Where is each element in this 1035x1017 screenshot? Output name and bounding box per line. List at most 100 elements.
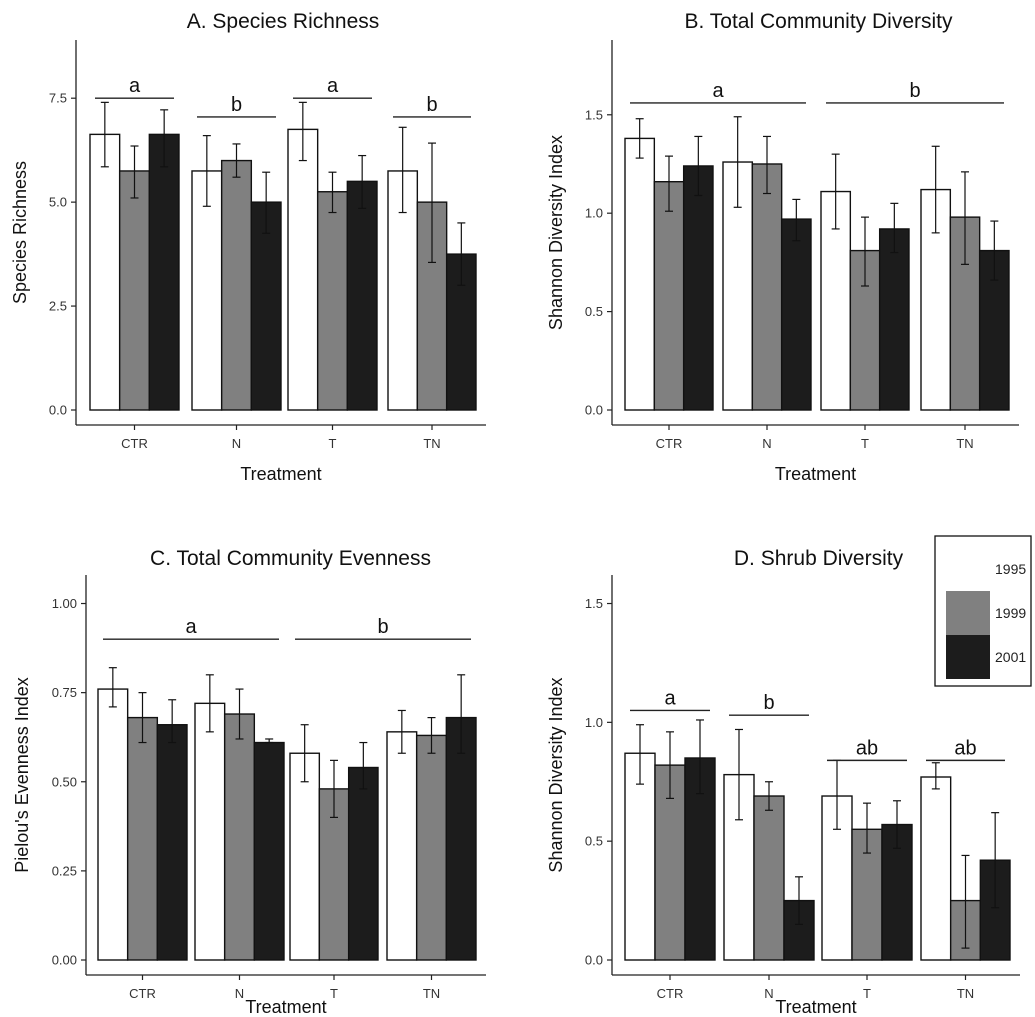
bar-T-2001 [878, 228, 910, 411]
y-axis-title: Pielou's Evenness Index [12, 677, 32, 873]
bar-T-1995 [289, 752, 321, 961]
bar-CTR-1999 [118, 170, 151, 411]
y-tick-label: 0.0 [49, 403, 67, 418]
bar-CTR-1999 [653, 181, 685, 411]
legend-label-1995: 1995 [995, 561, 1026, 577]
chart-title: C. Total Community Evenness [150, 547, 431, 570]
bar-T-2001 [346, 180, 378, 411]
x-axis-title: Treatment [775, 464, 856, 484]
y-tick-label: 0.50 [52, 774, 77, 789]
legend-key-1995 [946, 547, 990, 591]
bar-CTR-2001 [156, 724, 188, 961]
bar-N-1999 [220, 159, 253, 411]
bar-N-1995 [191, 170, 223, 411]
bar-T-1999 [316, 191, 349, 411]
significance-letter: b [909, 80, 920, 102]
bar-N-1999 [223, 713, 256, 961]
y-axis-title: Shannon Diversity Index [546, 677, 566, 872]
y-tick-label: 1.5 [585, 596, 603, 611]
x-tick-label-TN: TN [956, 436, 973, 451]
x-tick-label-N: N [764, 986, 773, 1001]
bar-CTR-1995 [624, 752, 656, 961]
bar-CTR-1995 [89, 133, 121, 411]
y-tick-label: 1.0 [585, 206, 603, 221]
x-tick-label-T: T [329, 436, 337, 451]
bar-CTR-2001 [148, 133, 180, 411]
chart-panels: A. Species Richness 0.0 2.5 5.0 7.5 Species R… [10, 10, 1020, 1017]
bar-CTR-1999 [126, 716, 159, 961]
significance-letter: a [664, 687, 676, 709]
bar-N-1999 [751, 163, 783, 411]
significance-letter: b [231, 94, 242, 116]
legend-key-1999 [946, 591, 990, 635]
x-axis-title: Treatment [245, 997, 326, 1017]
y-axis-title: Species Richness [10, 161, 30, 304]
significance-letter: a [185, 616, 197, 638]
bar-N-1995 [194, 702, 226, 961]
x-tick-label-CTR: CTR [129, 986, 156, 1001]
x-tick-label-T: T [863, 986, 871, 1001]
significance-letter: a [129, 75, 141, 97]
x-tick-label-N: N [762, 436, 771, 451]
bar-N-1999 [753, 795, 785, 961]
significance-letter: b [377, 616, 388, 638]
bar-TN-2001 [445, 716, 477, 961]
bar-TN-1995 [920, 776, 952, 961]
bar-T-1995 [287, 128, 319, 411]
x-tick-label-N: N [235, 986, 244, 1001]
chart-title: A. Species Richness [187, 10, 380, 33]
y-tick-label: 7.5 [49, 91, 67, 106]
bar-CTR-1995 [97, 688, 129, 961]
significance-letter: ab [856, 737, 878, 759]
bar-T-1999 [851, 828, 883, 961]
significance-letter: a [712, 80, 724, 102]
x-tick-label-N: N [232, 436, 241, 451]
y-tick-label: 0.5 [585, 304, 603, 319]
significance-letter: a [327, 75, 339, 97]
chart-title: B. Total Community Diversity [684, 10, 953, 33]
x-tick-label-TN: TN [423, 986, 440, 1001]
x-axis-title: Treatment [240, 464, 321, 484]
x-tick-label-TN: TN [423, 436, 440, 451]
y-tick-label: 1.5 [585, 107, 603, 122]
bar-CTR-2001 [682, 165, 714, 411]
x-tick-label-T: T [861, 436, 869, 451]
x-tick-label-CTR: CTR [656, 436, 683, 451]
bar-N-2001 [780, 218, 812, 411]
x-tick-label-CTR: CTR [657, 986, 684, 1001]
y-tick-label: 0.5 [585, 834, 603, 849]
bar-T-2001 [347, 766, 379, 961]
bar-TN-1999 [416, 201, 448, 411]
y-tick-label: 5.0 [49, 195, 67, 210]
y-tick-label: 1.00 [52, 596, 77, 611]
y-tick-label: 2.5 [49, 299, 67, 314]
panel-0: A. Species Richness 0.0 2.5 5.0 7.5 Species R… [10, 10, 486, 484]
chart-title: D. Shrub Diversity [734, 547, 904, 570]
y-axis-title: Shannon Diversity Index [546, 135, 566, 330]
panel-3: D. Shrub Diversity 0.0 0.5 1.0 1.5 Shannon Di… [546, 547, 1020, 1017]
legend-label-2001: 2001 [995, 649, 1026, 665]
y-tick-label: 0.75 [52, 685, 77, 700]
bar-CTR-1995 [624, 137, 656, 411]
panel-1: B. Total Community Diversity 0.0 0.5 1.0 1.5… [546, 10, 1019, 484]
x-tick-label-CTR: CTR [121, 436, 148, 451]
legend-label-1999: 1999 [995, 605, 1026, 621]
bar-T-1999 [318, 788, 350, 961]
x-tick-label-T: T [330, 986, 338, 1001]
bar-N-2001 [253, 741, 285, 961]
x-tick-label-TN: TN [957, 986, 974, 1001]
y-tick-label: 0.0 [585, 403, 603, 418]
bar-TN-1995 [386, 731, 418, 961]
significance-letter: b [763, 692, 774, 714]
y-tick-label: 0.25 [52, 863, 77, 878]
legend: 1995 1999 2001 [934, 535, 1032, 687]
significance-letter: b [426, 94, 437, 116]
x-axis-title: Treatment [775, 997, 856, 1017]
legend-key-2001 [946, 635, 990, 679]
y-tick-label: 0.00 [52, 953, 77, 968]
panel-2: C. Total Community Evenness 0.00 0.25 0.50 0… [12, 547, 486, 1017]
bar-TN-1999 [415, 734, 448, 961]
y-tick-label: 0.0 [585, 953, 603, 968]
y-tick-label: 1.0 [585, 715, 603, 730]
